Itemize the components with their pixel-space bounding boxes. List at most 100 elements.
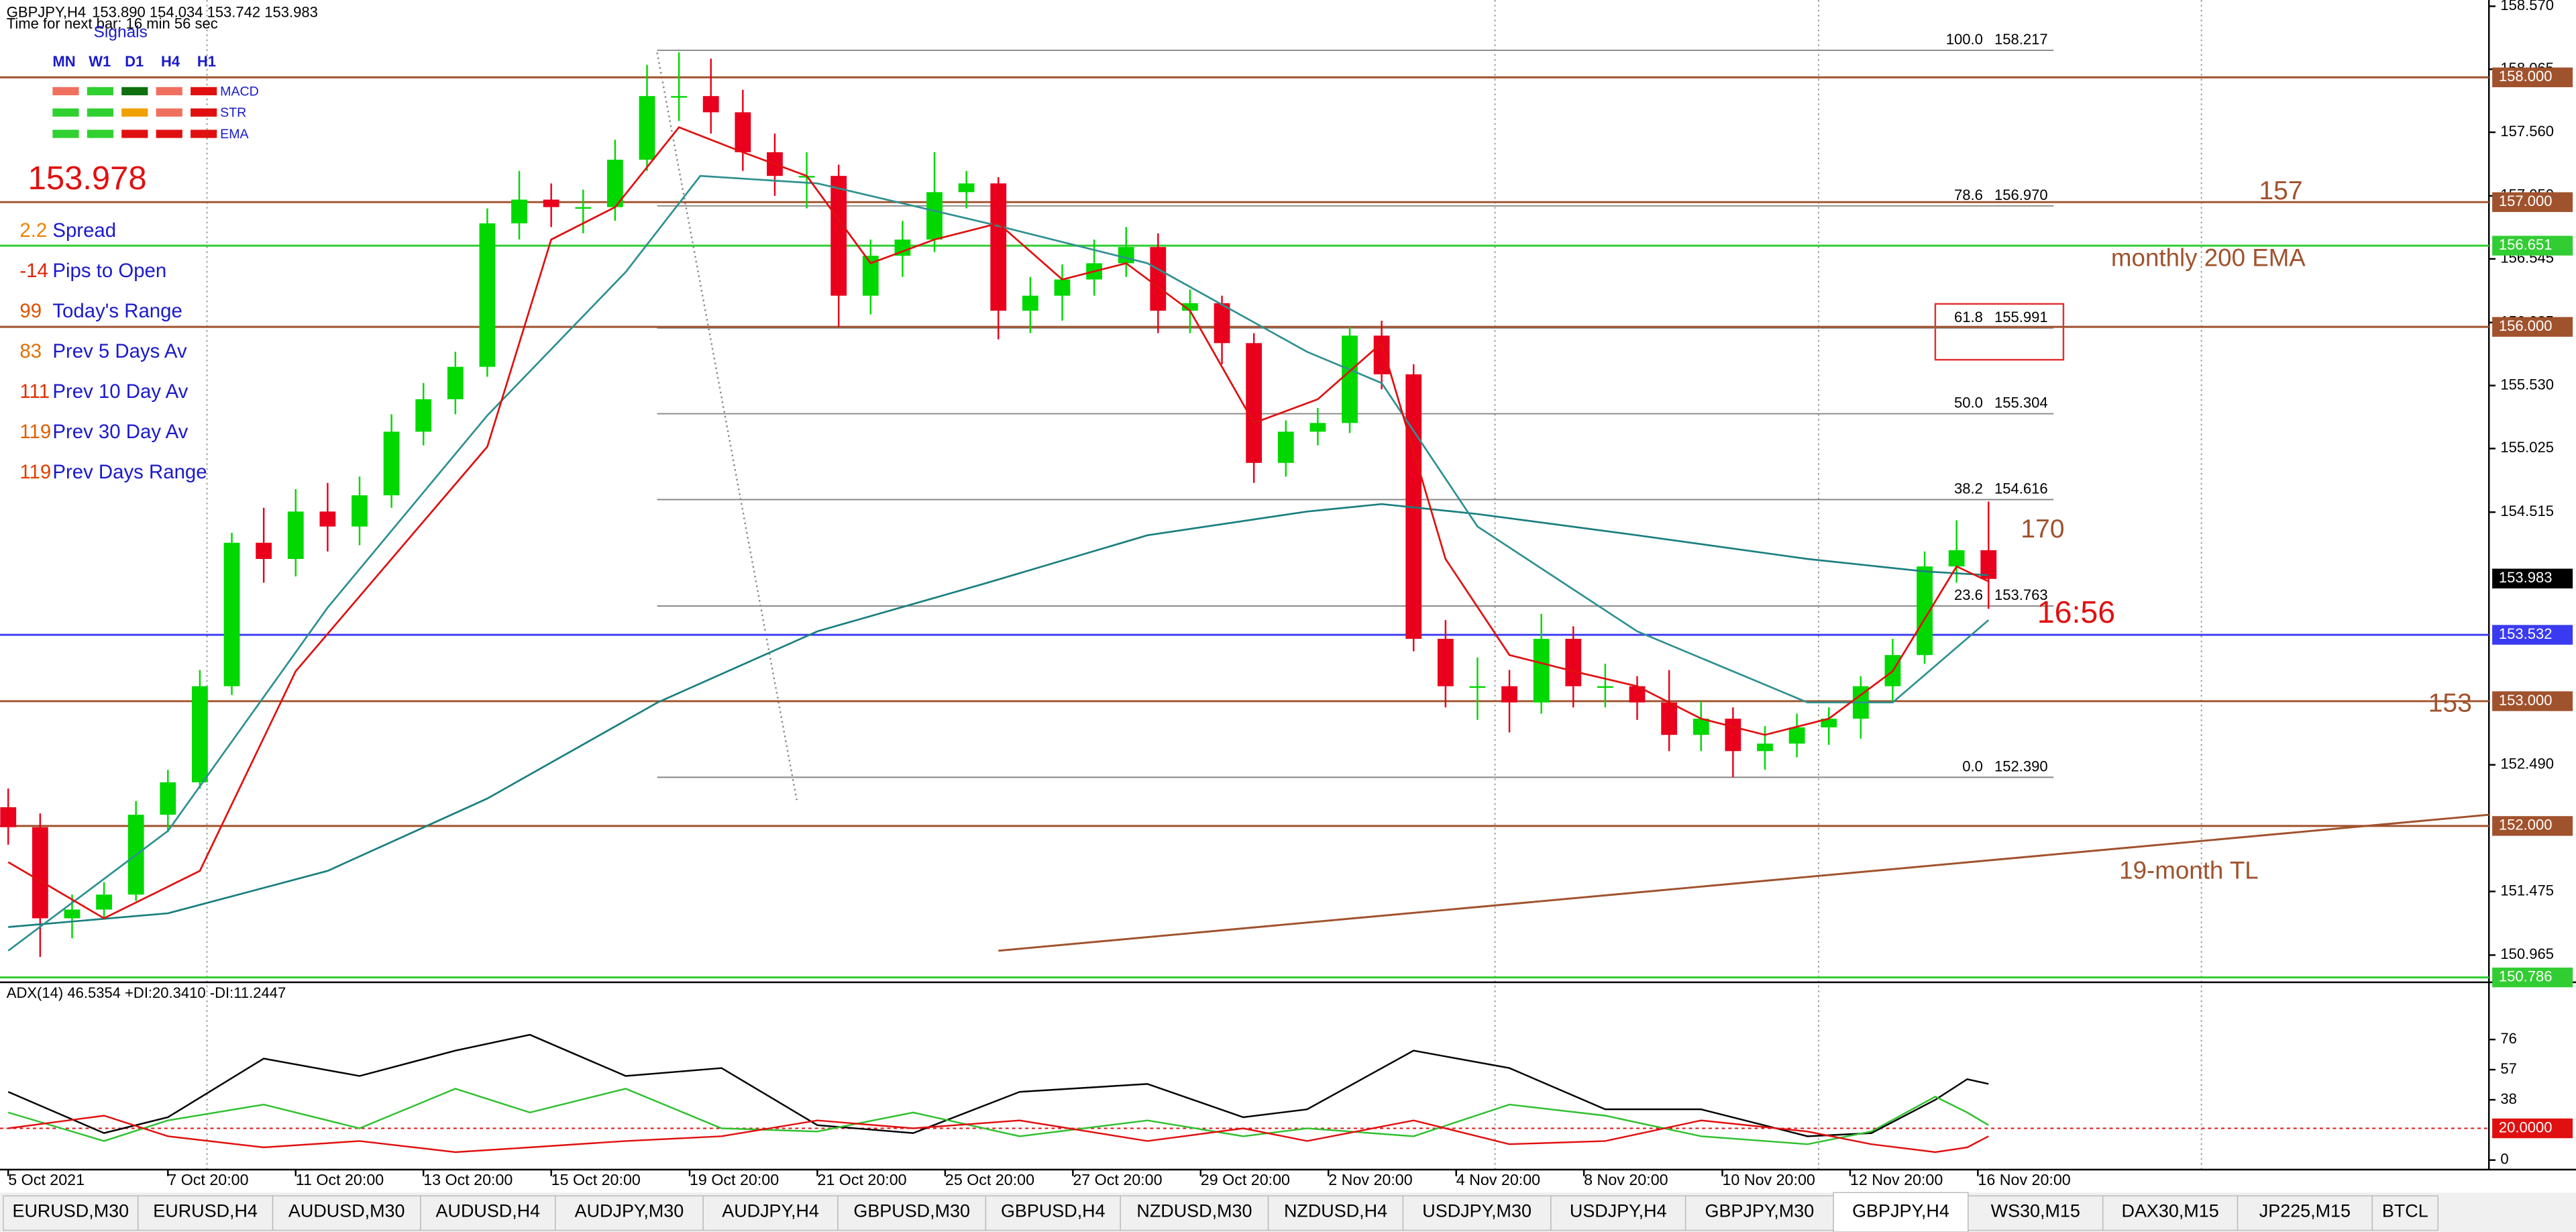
x-tick-label: 21 Oct 20:00 [817,1171,906,1188]
tab-label[interactable]: EURUSD,H4 [153,1201,258,1221]
fib-ratio: 50.0 [1954,395,1983,411]
signal-box [52,130,79,138]
tab[interactable] [985,1195,1121,1231]
tab-label[interactable]: USDJPY,H4 [1570,1201,1667,1221]
tab-label[interactable]: NZDUSD,H4 [1284,1201,1387,1221]
tab[interactable] [2371,1195,2439,1231]
tab-label[interactable]: JP225,M15 [2259,1201,2351,1221]
tab-label[interactable]: WS30,M15 [1991,1201,2080,1221]
candle-body [543,199,559,207]
tab[interactable] [420,1195,556,1231]
signal-box [87,108,113,117]
bar-timer: Time for next bar: 16 min 56 sec [7,15,218,32]
candle-body [1788,727,1805,744]
candle-body [1118,247,1134,264]
stat-value: 111 [19,380,50,403]
candle-body [1948,550,1965,567]
candle-body [639,96,655,160]
price-level-box [2492,625,2573,645]
fib-price: 152.390 [1994,758,2048,775]
level-label: 20.0000 [2499,1119,2553,1135]
tab[interactable] [1684,1195,1834,1231]
signal-box [121,87,148,95]
tab-label[interactable]: GBPJPY,M30 [1705,1201,1815,1221]
tab[interactable] [1120,1195,1269,1231]
price-level-box [2492,67,2573,87]
signal-box [121,108,148,117]
y-tick-label: 76 [2500,1030,2517,1047]
tab-label[interactable]: GBPUSD,H4 [1001,1201,1106,1221]
tab[interactable] [1968,1195,2104,1231]
price-level-box [2492,816,2573,836]
tab[interactable] [837,1195,987,1231]
candle-body [606,159,623,207]
candle-body [352,495,368,527]
candle-body [830,176,847,296]
candle-body [1182,303,1198,311]
tab[interactable] [137,1195,274,1231]
tab-label[interactable]: NZDUSD,M30 [1136,1201,1252,1221]
tab[interactable] [272,1195,421,1231]
price-level-label: 153.532 [2499,625,2553,642]
candle-body [894,239,911,256]
tab-label[interactable]: AUDJPY,M30 [575,1201,684,1221]
signal-timeframe: W1 [89,53,111,70]
fib-price: 155.991 [1994,309,2048,325]
candle-body [1150,247,1167,311]
candle-body [383,431,400,496]
tab-label[interactable]: AUDUSD,M30 [288,1201,405,1221]
tab[interactable] [2237,1195,2373,1231]
price-level-box [2492,317,2573,337]
price-level-label: 157.000 [2499,193,2553,209]
stat-value: 99 [19,300,42,322]
tab[interactable] [1550,1195,1686,1231]
candle-body [990,183,1007,311]
annotation: 157 [2259,176,2302,205]
candle-body [575,207,592,209]
tab-label[interactable]: AUDUSD,H4 [436,1201,541,1221]
annotation: 170 [2021,515,2064,544]
signal-box [191,130,217,138]
candle-body [287,511,304,559]
tab-label[interactable]: GBPJPY,H4 [1852,1201,1949,1221]
candle-body [415,399,432,432]
tab[interactable] [1402,1195,1552,1231]
signal-name: EMA [220,127,249,142]
price-level-box [2492,192,2573,212]
tab[interactable] [1833,1192,1969,1232]
signals-title: Signals [94,23,148,41]
candle-body [1277,431,1294,463]
annotation: 153 [2428,689,2472,718]
tab[interactable] [702,1195,839,1231]
stat-value: 119 [19,461,51,483]
price-level-box [2492,691,2573,711]
tab[interactable] [555,1195,704,1231]
tab-label[interactable]: USDJPY,M30 [1422,1201,1532,1221]
signal-box [191,108,217,117]
tab[interactable] [1267,1195,1404,1231]
candle-body [1757,743,1773,752]
price-level-label: 150.786 [2499,968,2553,984]
tab-label[interactable]: EURUSD,M30 [13,1201,129,1221]
signal-timeframe: MN [52,53,75,70]
candle-body [1501,686,1517,703]
tab-label[interactable]: BTCL [2382,1201,2428,1221]
stat-label: Spread [52,219,116,242]
fib-ratio: 23.6 [1954,586,1983,603]
fib-ratio: 38.2 [1954,480,1983,497]
candle-body [192,686,208,782]
moving-average [8,503,1989,928]
tab-label[interactable]: GBPUSD,M30 [853,1201,970,1221]
signal-box [52,87,79,95]
stat-label: Prev 5 Days Av [52,340,187,362]
indicator-line [8,1115,1989,1153]
x-tick-label: 29 Oct 20:00 [1201,1171,1290,1188]
signal-box [156,108,182,117]
signal-box [87,87,113,95]
tab-label[interactable]: AUDJPY,H4 [722,1201,819,1221]
candle-body [447,366,464,399]
tab-label[interactable]: DAX30,M15 [2122,1201,2219,1221]
x-tick-label: 4 Nov 20:00 [1456,1171,1540,1188]
candle-body [479,223,496,367]
